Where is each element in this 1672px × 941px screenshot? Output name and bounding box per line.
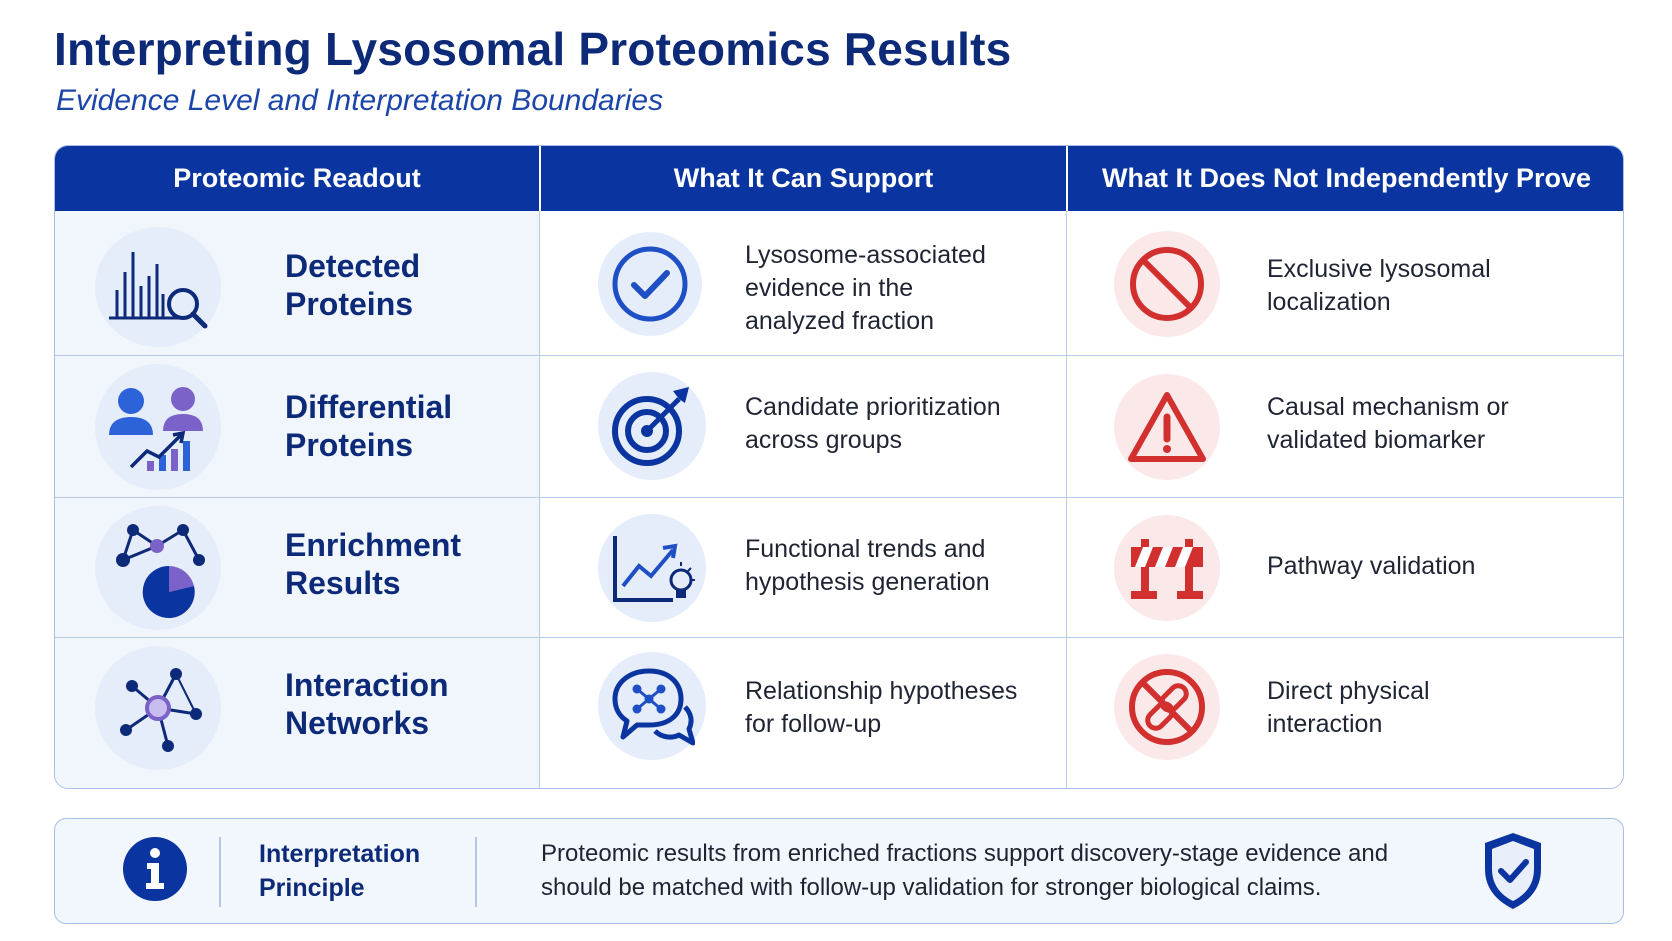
interpretation-principle-box: Interpretation Principle Proteomic resul… (54, 818, 1624, 924)
supports-cell: Functional trends and hypothesis generat… (539, 498, 1066, 637)
not-proven-text: Direct physical interaction (1267, 677, 1430, 738)
info-circle-icon (123, 837, 187, 901)
readout-label: Enrichment Results (285, 527, 462, 601)
supports-text: Lysosome-associated evidence in the anal… (745, 241, 986, 335)
not-proven-cell: Pathway validation (1066, 498, 1623, 637)
readout-cell: Differential Proteins (55, 356, 539, 497)
principle-text: Proteomic results from enriched fraction… (541, 840, 1389, 901)
table-header: Proteomic Readout What It Can Support Wh… (55, 146, 1623, 211)
hub-network-icon (95, 646, 221, 770)
supports-text: Candidate prioritization across groups (745, 393, 1001, 454)
not-proven-text: Causal mechanism or validated biomarker (1267, 393, 1509, 454)
column-header-not-proven: What It Does Not Independently Prove (1066, 146, 1623, 211)
not-proven-text: Exclusive lysosomal localization (1267, 255, 1491, 316)
table-row: Enrichment Results Functional trends and (55, 497, 1623, 637)
page-subtitle: Evidence Level and Interpretation Bounda… (56, 84, 664, 117)
not-proven-cell: Exclusive lysosomal localization (1066, 211, 1623, 355)
check-circle-icon (598, 232, 702, 336)
prohibited-icon (1114, 231, 1220, 337)
supports-text: Relationship hypotheses for follow-up (745, 677, 1018, 738)
table-row: Detected Proteins Lysosome-associated ev… (55, 211, 1623, 355)
not-proven-cell: Direct physical interaction (1066, 638, 1623, 788)
supports-text: Functional trends and hypothesis generat… (745, 535, 990, 596)
interpretation-table: Proteomic Readout What It Can Support Wh… (54, 145, 1624, 789)
divider (475, 837, 477, 907)
bar-chart-magnifier-icon (95, 227, 221, 347)
readout-cell: Detected Proteins (55, 211, 539, 355)
divider (219, 837, 221, 907)
readout-label: Interaction Networks (285, 667, 449, 741)
broken-link-prohibited-icon (1114, 654, 1220, 760)
shield-check-icon (1479, 829, 1547, 913)
readout-label: Differential Proteins (285, 389, 453, 463)
readout-label: Detected Proteins (285, 248, 421, 322)
principle-label: Interpretation Principle (259, 840, 421, 902)
supports-cell: Lysosome-associated evidence in the anal… (539, 211, 1066, 355)
supports-cell: Candidate prioritization across groups (539, 356, 1066, 497)
page-title: Interpreting Lysosomal Proteomics Result… (54, 23, 1012, 75)
column-header-supports: What It Can Support (539, 146, 1066, 211)
not-proven-text: Pathway validation (1267, 552, 1476, 580)
roadblock-icon (1114, 515, 1220, 621)
readout-cell: Enrichment Results (55, 498, 539, 637)
not-proven-cell: Causal mechanism or validated biomarker (1066, 356, 1623, 497)
chat-bubbles-network-icon (598, 652, 706, 760)
two-people-trend-icon (95, 364, 221, 490)
readout-cell: Interaction Networks (55, 638, 539, 788)
trend-lightbulb-icon (598, 514, 706, 622)
table-row: Differential Proteins Candidate prioriti… (55, 355, 1623, 497)
network-pie-chart-icon (95, 506, 221, 630)
column-header-readout: Proteomic Readout (173, 163, 421, 193)
table-row: Interaction Networks Relation (55, 637, 1623, 788)
supports-cell: Relationship hypotheses for follow-up (539, 638, 1066, 788)
target-arrow-icon (598, 372, 706, 480)
warning-triangle-icon (1114, 374, 1220, 480)
